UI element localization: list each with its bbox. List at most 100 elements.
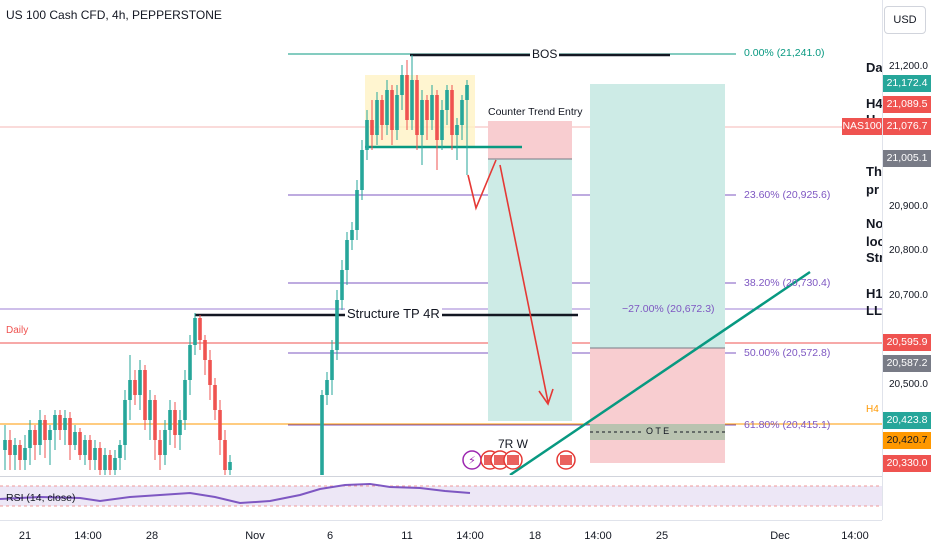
- candle-body: [28, 430, 32, 448]
- note-loc: loc: [866, 234, 885, 249]
- candle-body: [193, 318, 197, 345]
- candle-body: [118, 445, 122, 458]
- candle-body: [365, 120, 369, 150]
- svg-text:⚡: ⚡: [468, 454, 476, 467]
- candle-body: [53, 415, 57, 430]
- currency-button[interactable]: USD: [884, 6, 926, 34]
- rsi-pane[interactable]: [0, 476, 882, 513]
- time-axis[interactable]: 21 14:00 28 Nov 6 11 14:00 18 14:00 25 D…: [0, 520, 882, 551]
- candle-body: [13, 445, 17, 455]
- price-tag: 20,420.7: [883, 432, 931, 449]
- price-tick: 20,700.0: [889, 290, 928, 301]
- candle-body: [98, 448, 102, 470]
- candle-body: [355, 190, 359, 230]
- candle-body: [143, 370, 147, 420]
- time-tick: 6: [326, 530, 334, 542]
- candle-body: [380, 100, 384, 125]
- note-str: Str: [866, 250, 885, 265]
- candle-body: [415, 80, 419, 135]
- candle-body: [325, 380, 329, 395]
- rr-label: 7R W: [498, 437, 528, 451]
- candle-body: [88, 440, 92, 460]
- candle-body: [445, 90, 449, 110]
- time-tick: 28: [145, 530, 159, 542]
- trendline: [509, 270, 811, 475]
- price-tick: 20,800.0: [889, 245, 928, 256]
- long-target-zone: [590, 84, 725, 348]
- price-tag: 21,172.4: [883, 75, 931, 92]
- candle-body: [198, 318, 202, 340]
- rsi-line: [0, 482, 471, 505]
- chart-title: US 100 Cash CFD, 4h, PEPPERSTONE: [6, 8, 222, 22]
- candle-body: [455, 125, 459, 135]
- fib-382-label: 38.20% (20,730.4): [744, 277, 831, 289]
- candle-body: [38, 420, 42, 445]
- candle-body: [48, 430, 52, 440]
- price-tag: 20,330.0: [883, 455, 931, 472]
- chart-area[interactable]: ⚡ US 100 Cash CFD, 4h, PEPPERSTONE BOS 0…: [0, 0, 882, 475]
- candle-body: [360, 150, 364, 190]
- candle-body: [138, 370, 142, 395]
- candle-body: [335, 300, 339, 350]
- candle-body: [420, 100, 424, 135]
- candle-body: [370, 120, 374, 135]
- stop-zone: [488, 121, 572, 159]
- candle-body: [68, 418, 72, 445]
- price-tag: 21,089.5: [883, 96, 931, 113]
- candle-body: [18, 445, 22, 460]
- candle-body: [228, 462, 232, 470]
- candle-body: [203, 340, 207, 360]
- candle-body: [78, 432, 82, 455]
- time-tick: 21: [18, 530, 32, 542]
- price-tick: 21,200.0: [889, 61, 928, 72]
- candle-body: [93, 448, 97, 460]
- candle-body: [63, 418, 67, 430]
- candle-body: [320, 395, 324, 475]
- fib-0-label: 0.00% (21,241.0): [744, 47, 825, 59]
- candle-body: [218, 410, 222, 440]
- price-axis[interactable]: 21,200.0 20,900.0 20,800.0 20,700.0 20,5…: [882, 0, 932, 520]
- candle-body: [33, 430, 37, 445]
- projection-arrow: [499, 164, 549, 403]
- time-tick: Dec: [770, 530, 790, 542]
- price-tag: 21,005.1: [883, 150, 931, 167]
- candle-body: [435, 95, 439, 140]
- note-daily: Dai: [866, 60, 887, 75]
- candle-body: [350, 230, 354, 240]
- price-tick: 20,900.0: [889, 201, 928, 212]
- h4-label: H4: [866, 404, 879, 415]
- candle-body: [158, 440, 162, 455]
- candle-body: [148, 400, 152, 420]
- candle-body: [3, 440, 7, 450]
- candle-body: [163, 430, 167, 455]
- fib-236-label: 23.60% (20,925.6): [744, 189, 831, 201]
- time-tick: 14:00: [456, 530, 484, 542]
- candle-body: [395, 95, 399, 130]
- candle-body: [113, 458, 117, 470]
- candle-body: [43, 420, 47, 440]
- candle-body: [330, 350, 334, 380]
- candle-body: [385, 90, 389, 125]
- candle-body: [168, 410, 172, 430]
- candle-body: [465, 85, 469, 100]
- counter-trend-label: Counter Trend Entry: [488, 106, 583, 118]
- note-pr: pr: [866, 182, 879, 197]
- candle-body: [213, 385, 217, 410]
- time-tick: 11: [401, 530, 413, 542]
- rsi-chart: [0, 482, 882, 507]
- price-tag: 20,587.2: [883, 355, 931, 372]
- candle-body: [430, 95, 434, 120]
- daily-label: Daily: [6, 325, 29, 336]
- event-icons: ⚡: [462, 450, 576, 470]
- candle-body: [375, 100, 379, 135]
- price-chart[interactable]: ⚡: [0, 0, 882, 475]
- time-tick: 25: [655, 530, 669, 542]
- long-stop-zone: [590, 348, 725, 463]
- candle-body: [425, 100, 429, 120]
- candle-body: [223, 440, 227, 470]
- fib-618-label: 61.80% (20,415.1): [744, 419, 831, 431]
- price-tag: 21,076.7: [883, 118, 931, 135]
- time-tick: 14:00: [584, 530, 612, 542]
- bos-label: BOS: [530, 47, 560, 61]
- symbol-tag: NAS100: [842, 118, 882, 135]
